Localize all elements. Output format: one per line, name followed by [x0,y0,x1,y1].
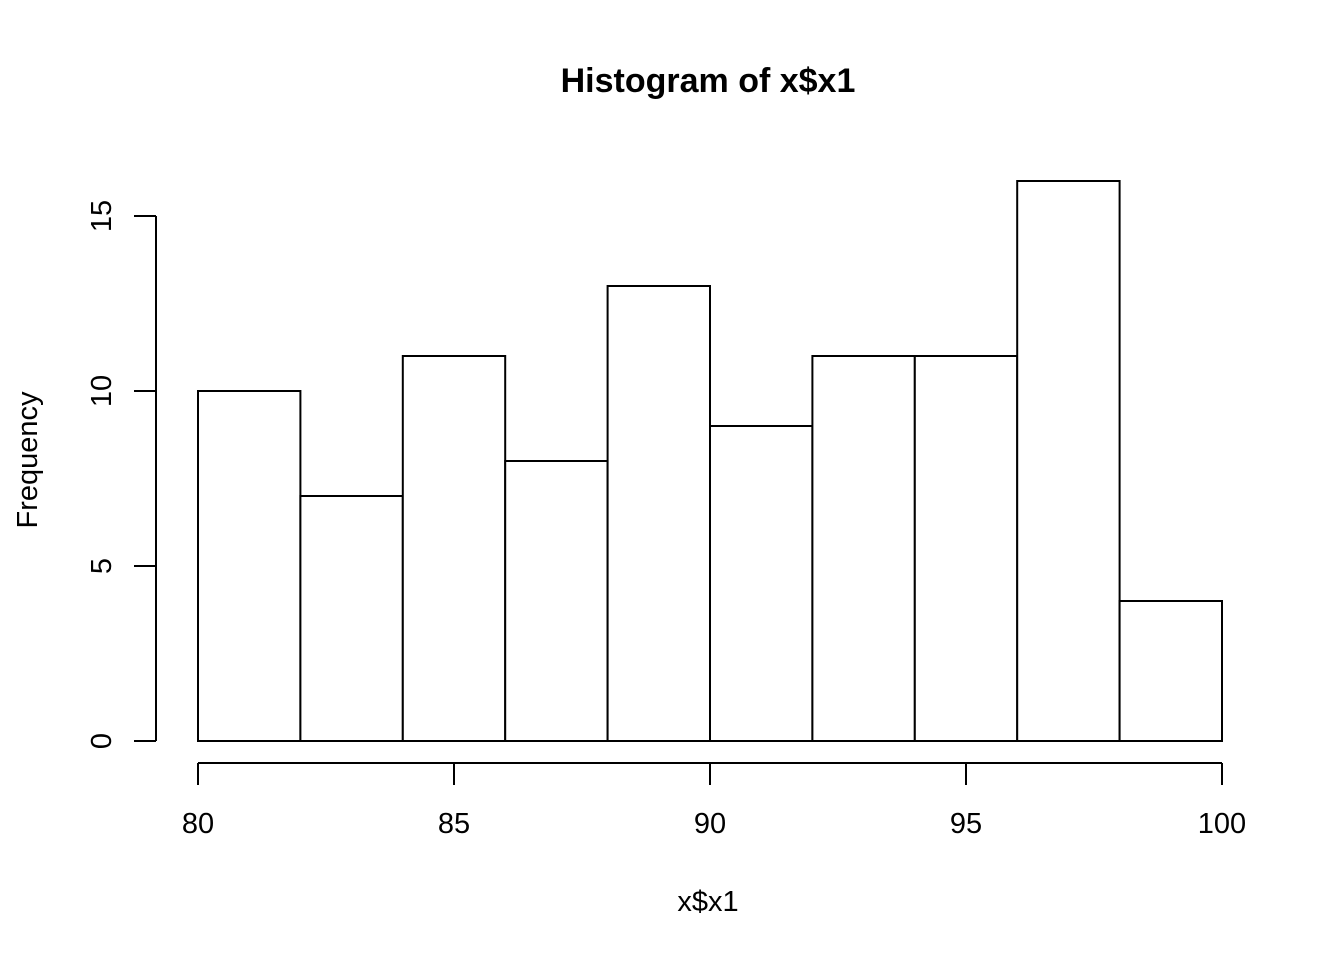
x-axis: 80 85 90 95 100 [182,762,1246,840]
x-tick-label-2: 85 [438,808,470,840]
x-tick-label-3: 90 [694,808,726,840]
histogram-bar-6 [709,425,814,742]
histogram-bar-3 [401,355,507,742]
y-tick-label-4: 15 [86,200,118,232]
x-tick-label-4: 95 [950,808,982,840]
histogram-bar-10 [1118,600,1223,742]
histogram-bar-7 [811,355,916,742]
y-axis-label: Frequency [12,391,44,529]
y-tick-label-2: 5 [86,558,118,574]
histogram-bar-1 [197,390,302,742]
histogram-bar-5 [606,285,711,742]
chart-title: Histogram of x$x1 [561,62,856,100]
x-axis-label: x$x1 [677,886,738,918]
histogram-bar-4 [504,460,609,742]
x-tick-label-5: 100 [1198,808,1246,840]
y-tick-label-1: 0 [86,733,118,749]
histogram-bar-8 [913,355,1019,742]
y-tick-label-3: 10 [86,375,118,407]
x-tick-label-1: 80 [182,808,214,840]
y-axis: 0 5 10 15 [86,200,157,749]
bars-group [197,180,1223,742]
histogram-bar-9 [1016,180,1121,742]
histogram-bar-2 [299,495,404,742]
